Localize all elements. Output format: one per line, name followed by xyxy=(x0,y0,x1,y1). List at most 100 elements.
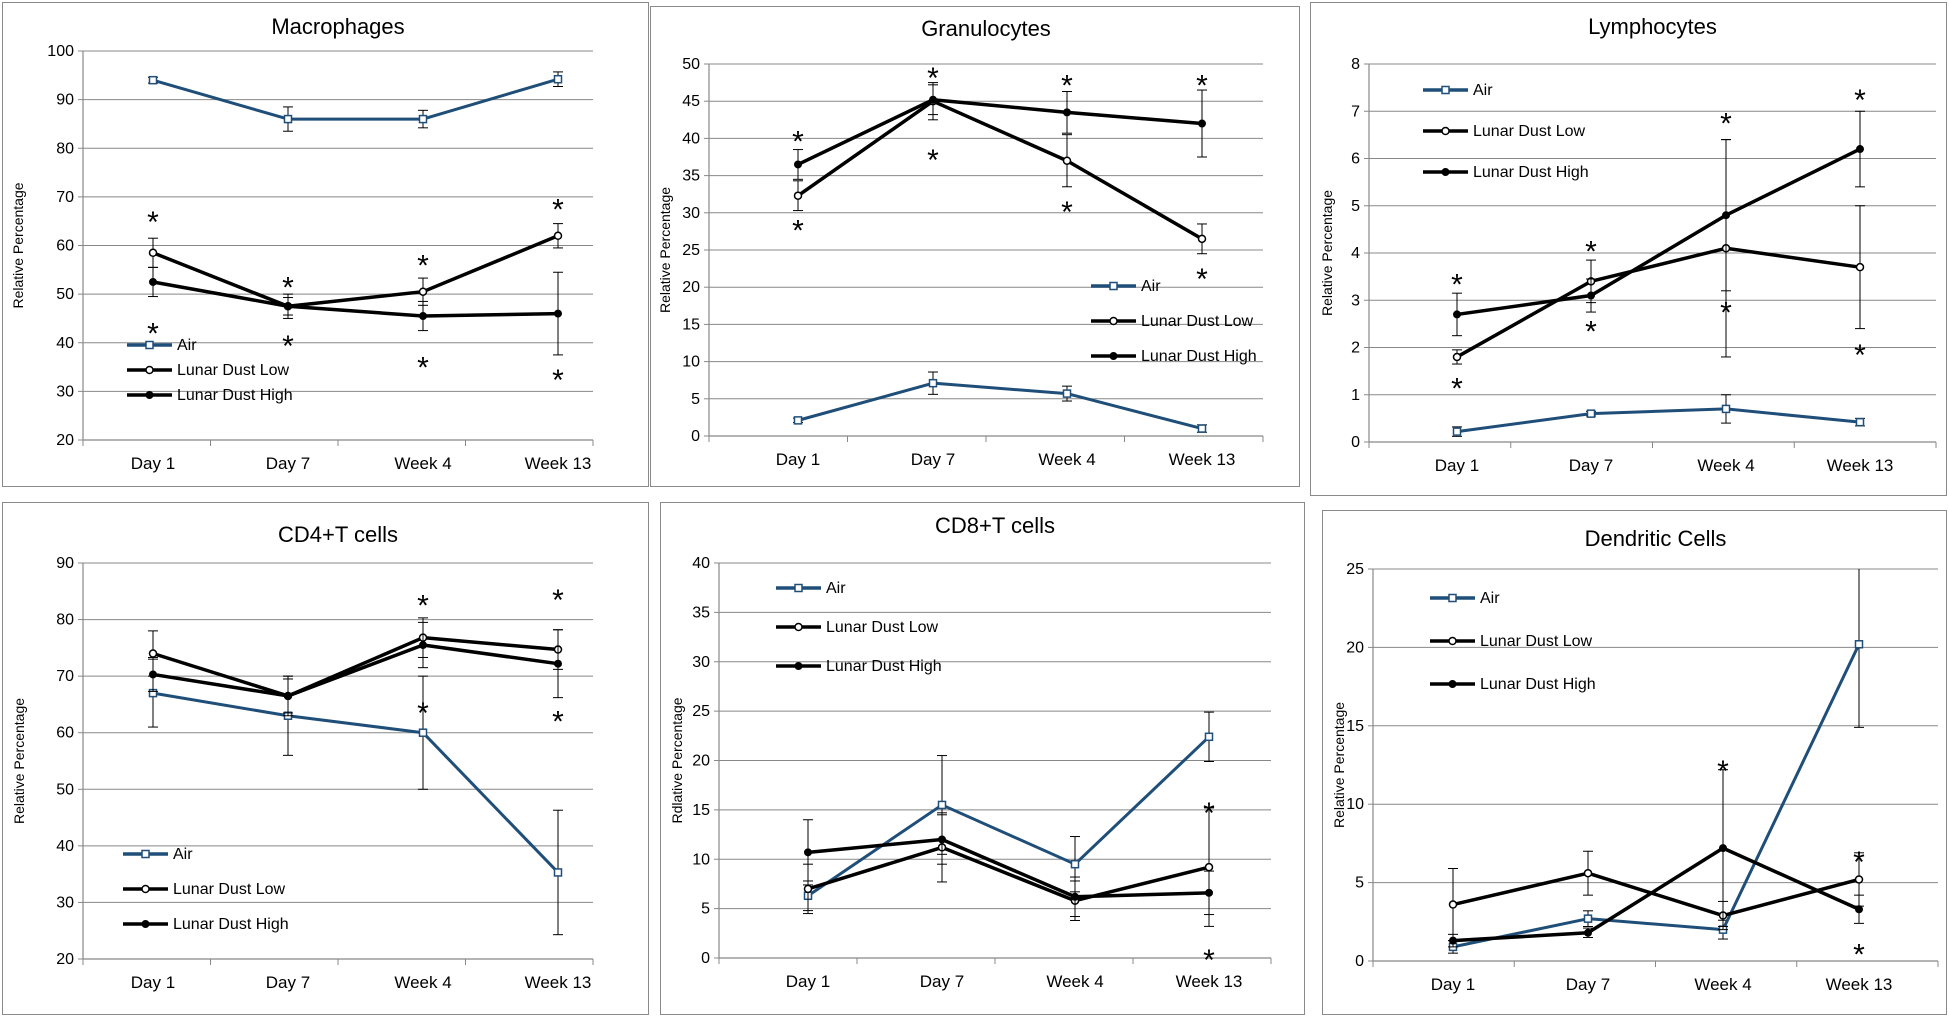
data-point-low xyxy=(1204,862,1214,872)
significance-asterisk: * xyxy=(1061,196,1073,229)
y-tick-label: 60 xyxy=(56,725,74,742)
data-point-air xyxy=(148,75,158,85)
y-tick-label: 15 xyxy=(1346,718,1364,735)
data-point-air xyxy=(937,800,947,810)
data-point-high xyxy=(554,659,562,668)
legend-marker xyxy=(1441,85,1450,95)
legend-marker xyxy=(141,849,150,859)
legend-marker xyxy=(145,365,154,375)
y-tick-label: 70 xyxy=(56,189,74,206)
series-line-low xyxy=(152,635,559,698)
y-tick-label: 40 xyxy=(56,335,74,352)
x-tick-label: Day 7 xyxy=(1569,456,1613,475)
x-tick-label: Week 13 xyxy=(1169,450,1236,469)
significance-asterisk: * xyxy=(1196,70,1208,103)
series-line-air xyxy=(152,691,560,874)
chart-dendritic-cells: Dendritic Cells Relative Percentage 0 5 10 15… xyxy=(1331,526,1939,994)
chart-cd8-t-cells: CD8+T cells Rdlative Percentage 0 5 10 15 20 25… xyxy=(669,513,1272,991)
data-point-high xyxy=(419,312,427,321)
data-point-low xyxy=(1062,156,1072,165)
data-point-air xyxy=(1204,732,1214,742)
data-point-high xyxy=(1856,145,1864,154)
data-point-high xyxy=(1071,892,1079,901)
legend-label: Air xyxy=(1473,82,1493,99)
series-high xyxy=(1452,110,1865,337)
y-tick-label: 30 xyxy=(56,383,74,400)
data-point-high xyxy=(1719,844,1727,853)
data-point-air xyxy=(1855,417,1865,427)
y-tick-label: 40 xyxy=(692,555,710,572)
chart-title: Granulocytes xyxy=(921,16,1051,41)
significance-asterisk: * xyxy=(417,697,429,730)
y-axis-label: Relative Percentage xyxy=(10,182,26,308)
legend-label: Lunar Dust High xyxy=(177,387,293,404)
legend-marker xyxy=(145,340,154,350)
chart-granulocytes: Granulocytes Relative Percentage 0 5 10 15 20 2… xyxy=(657,16,1264,469)
x-tick-label: Day 1 xyxy=(786,972,830,991)
x-tick-label: Week 13 xyxy=(1176,972,1243,991)
series-high xyxy=(148,621,563,714)
data-point-high xyxy=(804,848,812,857)
y-tick-label: 2 xyxy=(1351,340,1360,357)
chart-title: CD8+T cells xyxy=(935,513,1055,538)
data-point-high xyxy=(1453,310,1461,319)
legend-label: Lunar Dust Low xyxy=(826,619,939,636)
x-tick-label: Day 7 xyxy=(266,454,310,473)
legend-marker xyxy=(1448,680,1457,688)
y-tick-label: 35 xyxy=(692,604,710,621)
series-line-low xyxy=(796,99,1203,241)
legend-marker xyxy=(1441,126,1450,136)
series-line-high xyxy=(807,837,1210,899)
legend-marker xyxy=(1109,281,1118,291)
series-high xyxy=(148,266,563,356)
significance-asterisk: * xyxy=(552,194,564,227)
significance-asterisk: * xyxy=(1853,846,1865,879)
y-tick-label: 30 xyxy=(692,654,710,671)
legend-label: Lunar Dust Low xyxy=(1480,633,1593,650)
legend-label: Air xyxy=(173,846,193,863)
series-line-air xyxy=(797,381,1203,431)
legend-marker xyxy=(1448,593,1457,603)
series-line-low xyxy=(1452,871,1860,918)
significance-asterisk: * xyxy=(1854,339,1866,372)
x-tick-label: Week 13 xyxy=(1827,456,1894,475)
series-line-air xyxy=(1452,643,1861,949)
legend-label: Lunar Dust High xyxy=(1480,676,1596,693)
significance-asterisk: * xyxy=(147,206,159,239)
legend: Air Lunar Dust Low Lunar Dust High xyxy=(1423,82,1589,181)
y-tick-label: 10 xyxy=(682,354,700,371)
data-point-high xyxy=(419,641,427,650)
significance-asterisk: * xyxy=(1585,316,1597,349)
data-point-air xyxy=(1583,914,1593,923)
y-tick-label: 20 xyxy=(56,951,74,968)
y-tick-label: 80 xyxy=(56,612,74,629)
data-point-low xyxy=(793,191,803,200)
data-point-low xyxy=(1197,234,1207,244)
legend-label: Air xyxy=(1141,278,1161,295)
chart-title: CD4+T cells xyxy=(278,522,398,547)
legend-label: Lunar Dust High xyxy=(173,916,289,933)
y-tick-label: 45 xyxy=(682,93,700,110)
data-point-low xyxy=(803,884,813,894)
y-tick-label: 0 xyxy=(1355,953,1364,970)
data-point-air xyxy=(1452,427,1462,436)
data-point-high xyxy=(284,691,292,700)
y-tick-label: 50 xyxy=(56,286,74,303)
series-low xyxy=(1448,850,1864,942)
data-point-air xyxy=(283,114,293,124)
chart-cd4-t-cells: CD4+T cells Relative Percentage 20 30 40 50 60… xyxy=(11,522,594,992)
legend-marker xyxy=(1448,636,1457,646)
series-high xyxy=(793,84,1207,180)
x-tick-label: Week 4 xyxy=(394,973,451,992)
data-point-air xyxy=(553,868,563,877)
legend: Air Lunar Dust Low Lunar Dust High xyxy=(123,846,289,933)
x-tick-label: Week 4 xyxy=(394,454,451,473)
x-tick-label: Week 13 xyxy=(525,973,592,992)
data-point-high xyxy=(938,835,946,844)
series-high xyxy=(803,814,1214,918)
data-point-low xyxy=(148,649,158,658)
y-axis-label: Relative Percentage xyxy=(1331,702,1347,828)
data-point-high xyxy=(149,277,157,286)
legend-label: Lunar Dust High xyxy=(1141,348,1257,365)
y-tick-label: 3 xyxy=(1351,292,1360,309)
